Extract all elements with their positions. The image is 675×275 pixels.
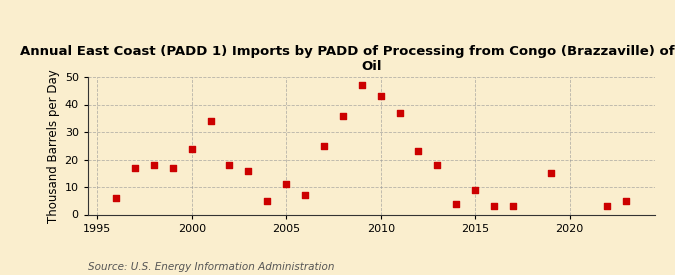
Point	[432, 163, 443, 167]
Point	[111, 196, 122, 200]
Point	[470, 188, 481, 192]
Point	[338, 113, 348, 118]
Point	[319, 144, 329, 148]
Point	[602, 204, 613, 208]
Point	[545, 171, 556, 175]
Point	[167, 166, 178, 170]
Point	[621, 199, 632, 203]
Y-axis label: Thousand Barrels per Day: Thousand Barrels per Day	[47, 69, 61, 223]
Point	[243, 168, 254, 173]
Point	[451, 201, 462, 206]
Point	[148, 163, 159, 167]
Point	[489, 204, 500, 208]
Point	[186, 146, 197, 151]
Point	[281, 182, 292, 186]
Point	[394, 111, 405, 115]
Point	[224, 163, 235, 167]
Point	[300, 193, 310, 197]
Text: Source: U.S. Energy Information Administration: Source: U.S. Energy Information Administ…	[88, 262, 334, 272]
Point	[356, 83, 367, 87]
Title: Annual East Coast (PADD 1) Imports by PADD of Processing from Congo (Brazzaville: Annual East Coast (PADD 1) Imports by PA…	[20, 45, 675, 73]
Point	[375, 94, 386, 98]
Point	[130, 166, 140, 170]
Point	[205, 119, 216, 123]
Point	[262, 199, 273, 203]
Point	[508, 204, 518, 208]
Point	[413, 149, 424, 153]
